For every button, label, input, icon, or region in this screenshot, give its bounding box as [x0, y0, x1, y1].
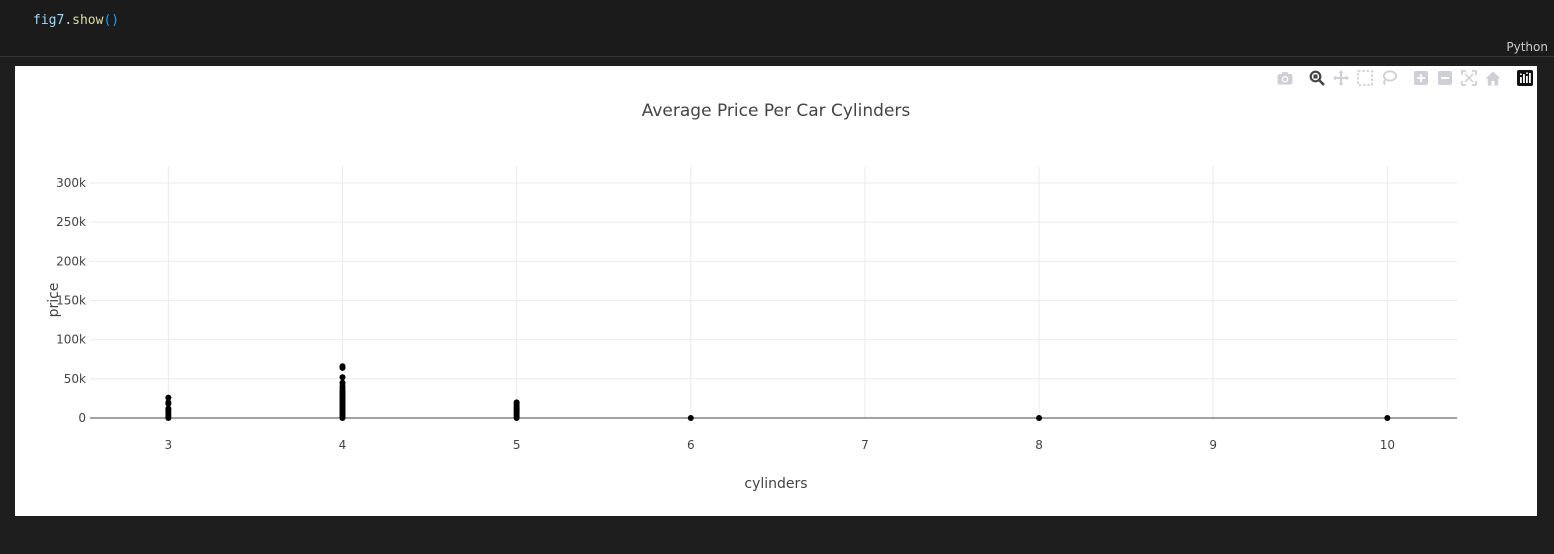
data-point[interactable] [165, 394, 172, 401]
language-label[interactable]: Python [1506, 40, 1548, 54]
data-point[interactable] [339, 363, 346, 370]
x-grid [167, 166, 1388, 418]
reset-axes-icon[interactable] [1481, 66, 1505, 90]
lasso-icon[interactable] [1377, 66, 1401, 90]
x-tick-label: 5 [513, 438, 521, 452]
x-tick-label: 9 [1209, 438, 1217, 452]
x-tick-label: 4 [339, 438, 347, 452]
y-tick-label: 0 [78, 411, 86, 425]
plotly-logo-icon[interactable] [1513, 66, 1537, 90]
data-point[interactable] [1384, 415, 1391, 421]
y-axis-label: price [46, 283, 62, 318]
code-function: show [72, 13, 104, 28]
y-tick-label: 150k [56, 294, 86, 308]
data-point[interactable] [165, 405, 172, 412]
camera-icon[interactable] [1273, 66, 1297, 90]
y-tick-label: 100k [56, 333, 86, 347]
data-points[interactable] [165, 363, 1391, 421]
zoom-icon[interactable] [1305, 66, 1329, 90]
y-tick-label: 50k [64, 372, 86, 386]
y-tick-label: 300k [56, 176, 86, 190]
chart-title: Average Price Per Car Cylinders [642, 101, 911, 121]
x-tick-label: 8 [1035, 438, 1043, 452]
x-axis-ticks: 3 4 5 6 7 8 9 10 [165, 438, 1395, 452]
y-grid [90, 182, 1457, 380]
code-cell[interactable]: fig7.show() Python [0, 0, 1554, 57]
y-axis-ticks: 0 50k 100k 150k 200k 250k 300k [56, 176, 86, 425]
x-tick-label: 6 [687, 438, 695, 452]
scatter-chart: Average Price Per Car Cylinders 3 4 5 6 7 8 9 1… [46, 101, 1457, 492]
code-parens: () [103, 13, 120, 28]
x-tick-label: 10 [1380, 438, 1395, 452]
autoscale-icon[interactable] [1457, 66, 1481, 90]
y-tick-label: 200k [56, 254, 86, 268]
data-point[interactable] [513, 399, 520, 406]
data-point[interactable] [165, 399, 172, 406]
code-line[interactable]: fig7.show() [33, 13, 119, 28]
data-point[interactable] [339, 379, 346, 386]
plot-output: Average Price Per Car Cylinders 3 4 5 6 7 8 9 1… [15, 66, 1537, 516]
data-point[interactable] [339, 374, 346, 381]
pan-icon[interactable] [1329, 66, 1353, 90]
x-tick-label: 7 [861, 438, 869, 452]
zoom-out-icon[interactable] [1433, 66, 1457, 90]
plot-modebar [1273, 66, 1537, 90]
box-select-icon[interactable] [1353, 66, 1377, 90]
x-axis-label: cylinders [744, 476, 807, 492]
x-tick-label: 3 [165, 438, 173, 452]
zoom-in-icon[interactable] [1409, 66, 1433, 90]
code-dot: . [64, 13, 73, 28]
code-variable: fig7 [33, 13, 65, 28]
data-point[interactable] [687, 415, 694, 421]
y-tick-label: 250k [56, 215, 86, 229]
data-point[interactable] [1036, 415, 1043, 421]
